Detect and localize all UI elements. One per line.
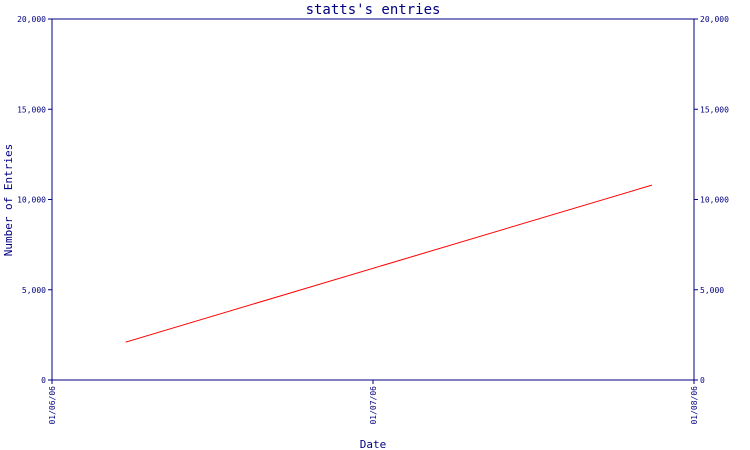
y-axis-label: Number of Entries xyxy=(2,144,15,257)
y-tick-label-left: 15,000 xyxy=(17,105,46,114)
y-tick-label-right: 5,000 xyxy=(700,286,724,295)
x-tick-label: 01/06/06 xyxy=(48,386,57,425)
plot-border xyxy=(51,18,695,381)
y-tick-label-left: 0 xyxy=(41,376,46,385)
series-line xyxy=(125,184,653,343)
y-tick-label-left: 5,000 xyxy=(22,286,46,295)
chart-title: statts's entries xyxy=(306,2,441,18)
y-tick-label-right: 15,000 xyxy=(700,105,729,114)
y-tick-label-left: 20,000 xyxy=(17,15,46,24)
x-axis: 01/06/06 01/07/06 01/08/06 xyxy=(48,380,699,425)
plot-frame xyxy=(51,18,695,381)
x-tick-label: 01/08/06 xyxy=(690,386,699,425)
y-tick-label-right: 0 xyxy=(700,376,705,385)
right-y-axis: 0 5,000 10,000 15,000 20,000 xyxy=(694,15,729,385)
y-tick-label-left: 10,000 xyxy=(17,196,46,205)
left-y-axis: 0 5,000 10,000 15,000 20,000 xyxy=(17,15,52,385)
y-tick-label-right: 20,000 xyxy=(700,15,729,24)
y-tick-label-right: 10,000 xyxy=(700,196,729,205)
x-tick-label: 01/07/06 xyxy=(369,386,378,425)
series-group xyxy=(125,184,653,343)
x-axis-label: Date xyxy=(360,438,387,450)
